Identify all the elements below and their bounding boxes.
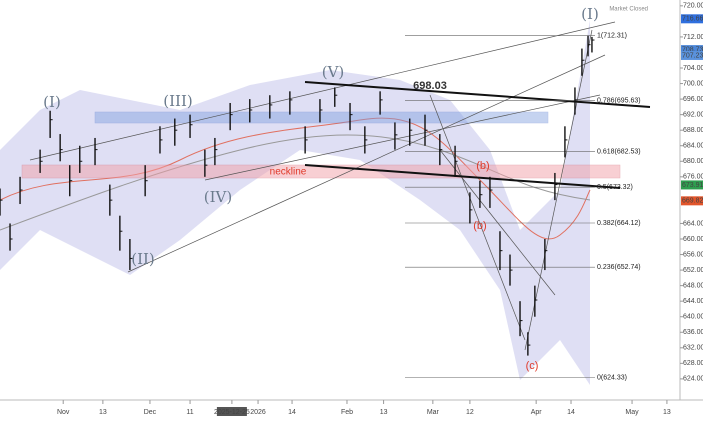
price-tag-label: 669.82 <box>682 198 703 205</box>
fib-label: 0.236(652.74) <box>597 264 641 271</box>
y-tick-label: 680.00 <box>683 158 703 165</box>
wave-label: (b) <box>473 220 486 232</box>
fib-label: 0(624.33) <box>597 374 627 381</box>
fib-label: 0.786(695.63) <box>597 97 641 104</box>
y-tick-label: 660.00 <box>683 236 703 243</box>
x-tick-label: 12 <box>466 409 474 416</box>
y-tick-label: 632.00 <box>683 345 703 352</box>
price-tag-label: 716.66 <box>682 16 703 23</box>
y-axis-panel <box>680 0 703 427</box>
channel-line <box>439 149 556 296</box>
market-status: Market Closed <box>609 7 648 13</box>
x-tick-label: Nov <box>57 409 70 416</box>
neckline-zone <box>21 164 621 179</box>
price-tag <box>681 50 703 60</box>
price-tag <box>681 45 703 55</box>
fib-label: 1(712.31) <box>597 33 627 40</box>
x-tick-label: Apr <box>531 409 543 416</box>
y-tick-label: 640.00 <box>683 314 703 321</box>
fib-label: 0.618(682.53) <box>597 148 641 155</box>
wave-label: (I) <box>581 5 599 23</box>
x-tick-label: 11 <box>186 409 193 416</box>
y-tick-label: 684.00 <box>683 143 703 150</box>
y-tick-label: 636.00 <box>683 329 703 336</box>
wave-label: (c) <box>526 360 539 372</box>
y-tick-label: 696.00 <box>683 96 703 103</box>
y-tick-label: 664.00 <box>683 220 703 227</box>
wave-label: (III) <box>163 92 192 110</box>
x-tick-label: Feb <box>341 409 353 416</box>
wave-label: (b) <box>476 160 489 172</box>
wave-label: (I) <box>43 93 61 111</box>
x-tick-label: May <box>625 409 639 416</box>
price-tag <box>681 196 703 206</box>
price-tag-label: 673.91 <box>682 182 703 189</box>
channel-line <box>524 29 593 351</box>
trendlines <box>29 21 651 351</box>
y-tick-label: 656.00 <box>683 251 703 258</box>
trendline <box>304 81 651 108</box>
fib-label: 0.382(664.12) <box>597 220 641 227</box>
wave-label: (IV) <box>204 188 232 206</box>
y-tick-label: 704.00 <box>683 65 703 72</box>
peak-annotation: 698.03 <box>413 80 447 92</box>
x-tick-label: 2025-12-25 <box>214 409 250 416</box>
y-tick-label: 712.00 <box>683 34 703 41</box>
x-tick-label: 14 <box>567 409 575 416</box>
y-tick-label: 676.00 <box>683 174 703 181</box>
y-tick-label: 648.00 <box>683 282 703 289</box>
x-tick-label: 14 <box>288 409 296 416</box>
neckline <box>304 164 621 189</box>
channel-line <box>429 94 526 341</box>
x-tick-label: 13 <box>99 409 107 416</box>
resistance-zone <box>94 111 549 124</box>
price-tag-label: 708.73 <box>682 46 703 53</box>
y-tick-label: 720.00 <box>683 3 703 10</box>
y-tick-label: 692.00 <box>683 111 703 118</box>
price-tag-label: 707.23 <box>682 52 703 59</box>
channel-line <box>127 54 606 273</box>
y-tick-label: 624.00 <box>683 376 703 383</box>
x-tick-label: 13 <box>663 409 671 416</box>
y-tick-label: 688.00 <box>683 127 703 134</box>
y-tick-label: 628.00 <box>683 360 703 367</box>
x-tick-label: Mar <box>427 409 440 416</box>
fib-label: 0.5(673.32) <box>597 184 633 191</box>
x-tick-label: 13 <box>380 409 388 416</box>
y-tick-label: 700.00 <box>683 80 703 87</box>
price-tag <box>681 14 703 24</box>
neckline-label: neckline <box>270 167 307 178</box>
channel-line <box>204 94 601 181</box>
x-tick-highlight <box>216 407 247 416</box>
price-tag <box>681 180 703 190</box>
x-tick-label: Dec <box>144 409 157 416</box>
y-tick-label: 652.00 <box>683 267 703 274</box>
bollinger-band <box>0 20 590 385</box>
x-tick-label: 2026 <box>250 409 266 416</box>
y-tick-label: 644.00 <box>683 298 703 305</box>
channel-line <box>29 21 616 161</box>
wave-label: (V) <box>322 63 345 81</box>
wave-label: (II) <box>131 250 155 268</box>
